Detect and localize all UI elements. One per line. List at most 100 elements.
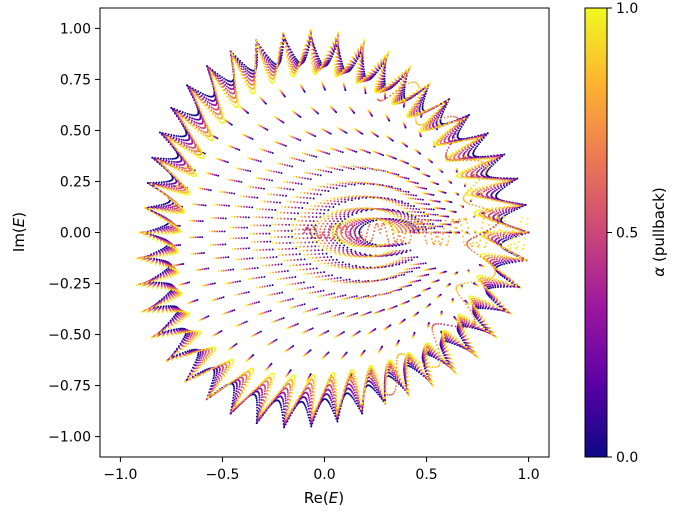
data-point [317, 290, 320, 293]
data-point [360, 242, 362, 245]
data-point [246, 257, 249, 260]
data-point [410, 222, 413, 225]
data-point [419, 211, 422, 214]
data-point [167, 180, 169, 183]
data-point [310, 133, 313, 136]
data-point [240, 65, 243, 68]
data-point [233, 389, 236, 392]
data-point [328, 293, 331, 296]
data-point [347, 213, 350, 216]
data-point [342, 279, 345, 282]
data-point [190, 114, 193, 116]
data-point [345, 278, 348, 281]
data-point [293, 61, 296, 64]
data-point [403, 90, 406, 93]
data-point [196, 354, 199, 357]
data-point [355, 150, 358, 153]
data-point [417, 198, 420, 201]
data-point [238, 383, 241, 386]
data-point [255, 399, 258, 402]
data-point [215, 174, 218, 177]
data-point [328, 401, 330, 404]
data-point [351, 265, 354, 267]
data-point [199, 353, 202, 356]
data-point [287, 217, 289, 220]
data-point [250, 196, 253, 199]
data-point [481, 155, 484, 158]
data-point [346, 248, 348, 251]
data-point [490, 165, 493, 168]
data-point [280, 270, 283, 273]
data-point [316, 173, 319, 176]
data-point [410, 256, 413, 259]
data-point [392, 375, 395, 378]
data-point [257, 300, 260, 303]
data-point [426, 222, 429, 225]
data-point [335, 187, 338, 190]
data-point [337, 149, 340, 152]
data-point [217, 77, 220, 80]
data-point [269, 151, 272, 154]
data-point [324, 274, 327, 277]
data-point [233, 398, 236, 401]
data-point [240, 226, 243, 229]
data-point [176, 161, 179, 163]
data-point [339, 150, 342, 153]
data-point [356, 312, 359, 315]
data-point [343, 215, 346, 218]
data-point [213, 373, 216, 375]
data-point [313, 232, 316, 235]
data-point [270, 63, 273, 66]
data-point [316, 193, 319, 196]
data-point [498, 260, 501, 263]
data-point [351, 387, 354, 390]
data-point [450, 231, 452, 234]
data-point [361, 77, 364, 79]
data-point [256, 403, 258, 406]
data-point [502, 235, 505, 238]
data-point [415, 280, 418, 283]
data-point [253, 302, 256, 305]
data-point [219, 77, 222, 80]
data-point [367, 151, 369, 154]
data-point [501, 154, 504, 157]
data-point [278, 318, 281, 321]
data-point [309, 268, 312, 270]
data-point [359, 223, 362, 226]
data-point [306, 411, 309, 414]
data-point [257, 187, 260, 189]
data-point [409, 249, 412, 252]
data-point [418, 107, 421, 110]
data-point [197, 361, 200, 364]
data-point [238, 180, 240, 183]
data-point [200, 357, 202, 359]
data-point [275, 171, 278, 173]
data-point [332, 187, 335, 189]
data-point [297, 282, 300, 285]
data-point [496, 262, 498, 265]
data-point [279, 201, 281, 204]
data-point [385, 292, 388, 295]
data-point [314, 249, 316, 252]
data-point [309, 220, 311, 222]
data-point [496, 237, 499, 240]
data-point [221, 76, 223, 79]
data-point [343, 244, 346, 247]
data-point [184, 112, 187, 114]
data-point [413, 205, 415, 208]
data-point [324, 311, 327, 314]
data-point [298, 253, 301, 256]
data-point [409, 204, 412, 207]
data-point [426, 215, 429, 218]
data-point [211, 379, 214, 382]
data-point [236, 60, 239, 62]
data-point [393, 373, 396, 376]
data-point [194, 118, 197, 121]
data-point [158, 131, 161, 134]
data-point [341, 263, 344, 266]
data-point [196, 298, 199, 301]
data-point [304, 177, 307, 180]
data-point [346, 246, 349, 249]
data-point [303, 258, 306, 261]
data-point [269, 256, 272, 259]
